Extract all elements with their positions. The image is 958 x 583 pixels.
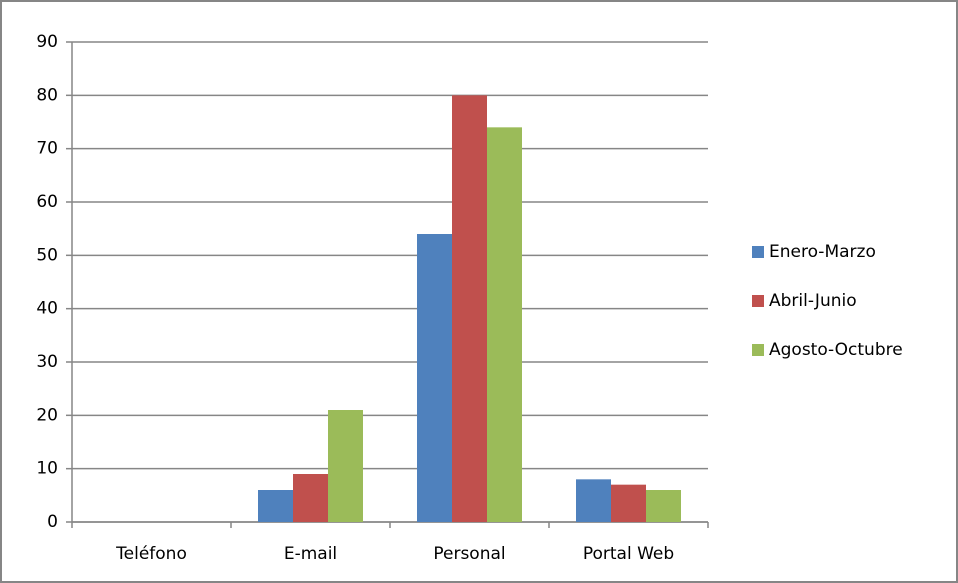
bar — [487, 127, 522, 522]
bar — [328, 410, 363, 522]
y-tick-label: 40 — [36, 299, 58, 319]
bar — [417, 234, 452, 522]
x-tick-label: Personal — [433, 544, 505, 564]
y-tick-label: 90 — [36, 32, 58, 52]
bar — [258, 490, 293, 522]
bar — [576, 479, 611, 522]
x-tick-label: E-mail — [284, 544, 337, 564]
bar — [293, 474, 328, 522]
y-tick-label: 10 — [36, 459, 58, 479]
bar — [611, 484, 646, 522]
bar — [646, 490, 681, 522]
legend-swatch — [752, 246, 764, 258]
y-tick-label: 0 — [47, 512, 58, 532]
legend-label: Agosto-Octubre — [769, 340, 903, 360]
x-tick-label: Teléfono — [115, 544, 187, 564]
legend-swatch — [752, 344, 764, 356]
y-tick-label: 60 — [36, 192, 58, 212]
legend-swatch — [752, 295, 764, 307]
y-tick-label: 80 — [36, 85, 58, 105]
y-tick-label: 20 — [36, 405, 58, 425]
y-tick-label: 70 — [36, 139, 58, 159]
bar — [452, 95, 487, 522]
legend-label: Enero-Marzo — [769, 242, 876, 262]
y-tick-label: 50 — [36, 245, 58, 265]
legend-label: Abril-Junio — [769, 291, 857, 311]
y-tick-label: 30 — [36, 352, 58, 372]
x-tick-label: Portal Web — [583, 544, 674, 564]
